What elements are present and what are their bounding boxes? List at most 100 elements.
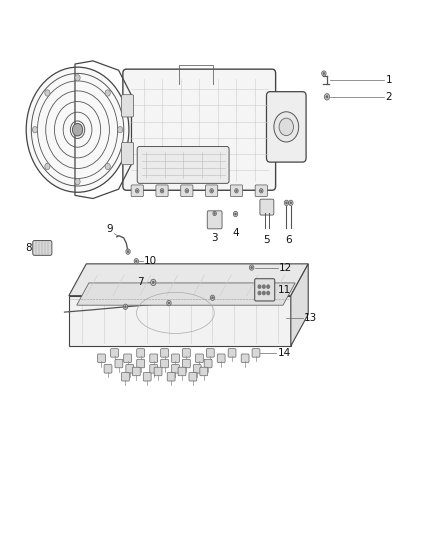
- FancyBboxPatch shape: [181, 185, 193, 197]
- Circle shape: [213, 212, 216, 216]
- FancyBboxPatch shape: [123, 69, 276, 190]
- Circle shape: [75, 179, 80, 185]
- Text: 6: 6: [285, 235, 292, 245]
- Circle shape: [72, 124, 83, 136]
- Polygon shape: [291, 264, 308, 346]
- Circle shape: [126, 249, 130, 254]
- FancyBboxPatch shape: [228, 349, 236, 357]
- Polygon shape: [69, 264, 308, 296]
- FancyBboxPatch shape: [131, 185, 143, 197]
- FancyBboxPatch shape: [183, 349, 190, 357]
- Circle shape: [235, 213, 237, 215]
- FancyBboxPatch shape: [204, 359, 212, 368]
- FancyBboxPatch shape: [217, 354, 225, 362]
- Circle shape: [105, 90, 110, 96]
- Text: 14: 14: [278, 348, 291, 358]
- Circle shape: [75, 75, 80, 81]
- FancyBboxPatch shape: [161, 359, 169, 368]
- FancyBboxPatch shape: [115, 359, 123, 368]
- Circle shape: [26, 67, 129, 192]
- Circle shape: [267, 292, 269, 295]
- Text: 8: 8: [26, 243, 32, 253]
- FancyBboxPatch shape: [200, 367, 208, 376]
- Circle shape: [258, 285, 261, 288]
- Circle shape: [261, 190, 262, 192]
- FancyBboxPatch shape: [33, 240, 52, 255]
- FancyBboxPatch shape: [266, 92, 306, 162]
- Circle shape: [250, 265, 254, 270]
- FancyBboxPatch shape: [260, 199, 274, 215]
- FancyBboxPatch shape: [178, 367, 186, 376]
- FancyBboxPatch shape: [252, 349, 260, 357]
- Circle shape: [137, 190, 138, 192]
- Circle shape: [274, 112, 299, 142]
- FancyBboxPatch shape: [230, 185, 243, 197]
- Text: 10: 10: [144, 256, 157, 266]
- Text: 3: 3: [212, 232, 218, 243]
- FancyBboxPatch shape: [193, 365, 201, 373]
- Text: 1: 1: [386, 75, 392, 85]
- Text: 4: 4: [232, 228, 239, 238]
- Circle shape: [284, 200, 289, 206]
- FancyBboxPatch shape: [156, 185, 168, 197]
- Circle shape: [262, 285, 265, 288]
- Text: 7: 7: [137, 277, 144, 287]
- FancyBboxPatch shape: [150, 365, 158, 373]
- Circle shape: [214, 213, 215, 214]
- FancyBboxPatch shape: [154, 367, 162, 376]
- Circle shape: [251, 266, 253, 269]
- Circle shape: [324, 94, 329, 100]
- FancyBboxPatch shape: [172, 365, 180, 373]
- Circle shape: [210, 189, 213, 193]
- Text: 2: 2: [386, 92, 392, 102]
- Circle shape: [279, 118, 293, 135]
- FancyBboxPatch shape: [121, 142, 134, 165]
- FancyBboxPatch shape: [206, 349, 214, 357]
- Circle shape: [152, 281, 154, 284]
- FancyBboxPatch shape: [207, 211, 222, 229]
- FancyBboxPatch shape: [121, 95, 134, 117]
- FancyBboxPatch shape: [124, 354, 131, 362]
- FancyBboxPatch shape: [137, 349, 145, 357]
- Circle shape: [134, 259, 138, 264]
- Circle shape: [212, 297, 213, 299]
- Circle shape: [186, 190, 187, 192]
- Circle shape: [262, 292, 265, 295]
- FancyBboxPatch shape: [254, 279, 275, 301]
- Text: 11: 11: [278, 285, 291, 295]
- FancyBboxPatch shape: [189, 373, 197, 381]
- Circle shape: [123, 304, 127, 310]
- Polygon shape: [77, 283, 295, 305]
- Circle shape: [117, 126, 123, 133]
- FancyBboxPatch shape: [137, 359, 145, 368]
- FancyBboxPatch shape: [126, 365, 134, 373]
- Circle shape: [135, 189, 139, 193]
- Circle shape: [258, 292, 261, 295]
- FancyBboxPatch shape: [150, 354, 158, 362]
- Circle shape: [233, 212, 238, 216]
- FancyBboxPatch shape: [167, 373, 175, 381]
- FancyBboxPatch shape: [161, 349, 169, 357]
- Circle shape: [286, 202, 287, 204]
- Text: 13: 13: [304, 313, 318, 322]
- Text: 9: 9: [106, 224, 113, 233]
- Circle shape: [45, 163, 50, 169]
- Circle shape: [210, 295, 215, 301]
- Circle shape: [267, 285, 269, 288]
- FancyBboxPatch shape: [183, 359, 190, 368]
- Circle shape: [127, 251, 129, 253]
- Text: 7: 7: [131, 277, 137, 287]
- Circle shape: [160, 189, 164, 193]
- FancyBboxPatch shape: [137, 147, 229, 183]
- Circle shape: [151, 279, 156, 286]
- FancyBboxPatch shape: [172, 354, 180, 362]
- Text: 12: 12: [279, 263, 292, 272]
- Circle shape: [32, 126, 38, 133]
- FancyBboxPatch shape: [111, 349, 118, 357]
- Circle shape: [185, 189, 189, 193]
- FancyBboxPatch shape: [255, 185, 267, 197]
- Circle shape: [45, 90, 50, 96]
- FancyBboxPatch shape: [98, 354, 106, 362]
- FancyBboxPatch shape: [104, 365, 112, 373]
- FancyBboxPatch shape: [241, 354, 249, 362]
